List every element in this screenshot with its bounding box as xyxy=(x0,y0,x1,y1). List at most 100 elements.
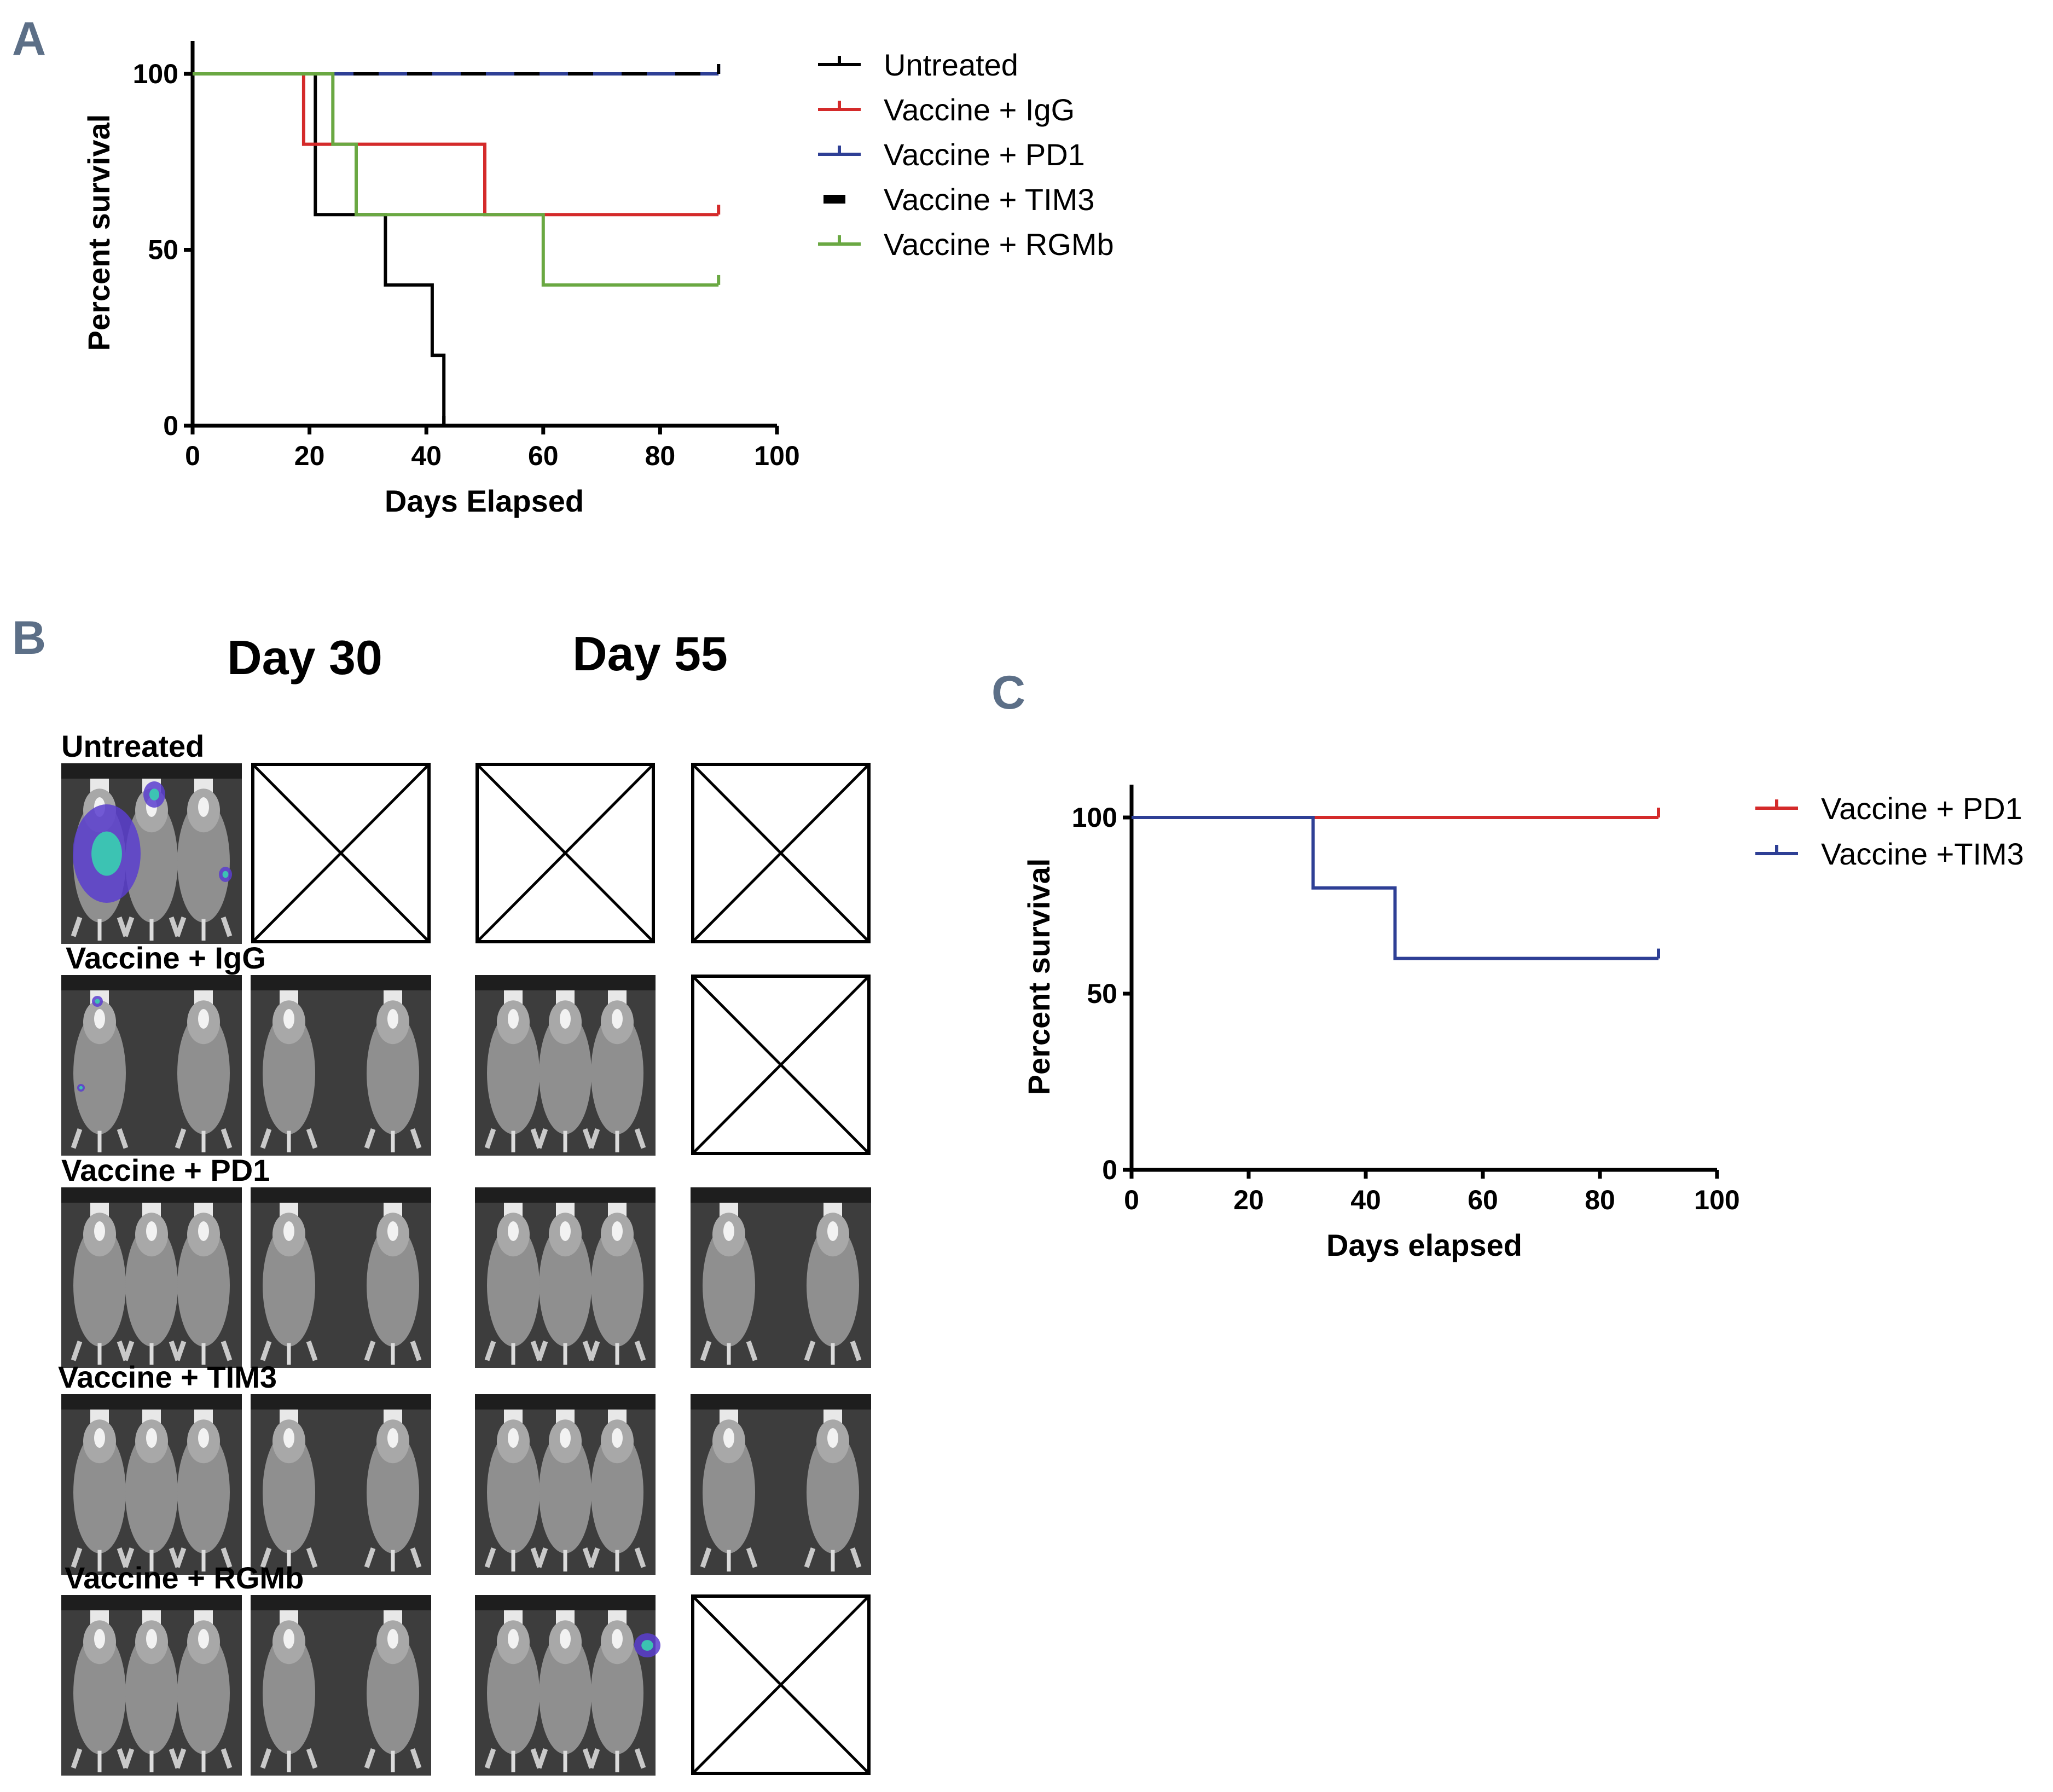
mouse-hind-leg xyxy=(588,1128,600,1149)
chart-c-series-vaccine-tim3 xyxy=(1132,816,1658,960)
mouse-hind-leg xyxy=(634,1748,646,1769)
chart-c-xlabel: Days elapsed xyxy=(1326,1228,1522,1262)
mouse-snout-highlight xyxy=(387,1629,398,1649)
imaging-stage-edge xyxy=(251,975,431,990)
mouse-body xyxy=(73,1012,126,1134)
mouse-hind-leg xyxy=(536,1748,548,1769)
panel-letter-b: B xyxy=(12,612,46,664)
mouse-snout-highlight xyxy=(508,1629,519,1649)
chart-c-x-tick-label: 60 xyxy=(1468,1185,1498,1215)
chart-a-series-vaccine-igg xyxy=(193,72,719,217)
mouse-hind-leg xyxy=(260,1128,272,1149)
chart-c-plot-area: 0 20 40 60 80 100 0 50 100 xyxy=(1072,785,1740,1215)
mouse-hind-leg xyxy=(175,1341,187,1361)
mouse-snout-highlight xyxy=(723,1428,734,1448)
chart-a-legend: Untreated Vaccine + IgG Vaccine + PD1 Vacci… xyxy=(818,48,1114,262)
mouse-hind-leg xyxy=(364,1748,376,1769)
mouse-hind-leg xyxy=(306,1341,318,1361)
chart-a-y-tick-label: 50 xyxy=(148,235,178,265)
mouse-hind-leg xyxy=(260,1547,272,1568)
mouse-hind-leg xyxy=(746,1547,758,1568)
imaging-stage-edge xyxy=(251,1394,431,1410)
imaging-stage-edge xyxy=(475,1394,656,1410)
mouse-body xyxy=(73,1632,126,1754)
chart-c-survival: 0 20 40 60 80 100 0 50 100 Days elapsed Percent … xyxy=(1022,785,2024,1262)
mouse-body xyxy=(177,1632,230,1754)
mouse-hind-leg xyxy=(484,1128,496,1149)
chart-c-x-tick-label: 0 xyxy=(1124,1185,1139,1215)
mouse-hind-leg xyxy=(175,1547,187,1568)
mouse-body xyxy=(487,1012,540,1134)
mouse-body xyxy=(263,1431,315,1553)
imaging-stage-edge xyxy=(251,1187,431,1203)
mouse-hind-leg xyxy=(175,1748,187,1769)
mouse-hind-leg xyxy=(123,917,135,937)
mouse-hind-leg xyxy=(484,1547,496,1568)
tile-bioluminescence-image xyxy=(251,1187,431,1368)
mouse-body xyxy=(125,1632,178,1754)
mouse-snout-highlight xyxy=(827,1428,838,1448)
mouse-hind-leg xyxy=(484,1748,496,1769)
chart-c-legend-label: Vaccine +TIM3 xyxy=(1821,837,2024,871)
imaging-stage-edge xyxy=(61,763,242,779)
mouse-body xyxy=(177,1224,230,1347)
chart-a-survival: 0 20 40 60 80 100 0 50 100 Days Elapsed Percent … xyxy=(82,41,1114,518)
chart-c-legend: Vaccine + PD1 Vaccine +TIM3 xyxy=(1755,791,2024,871)
mouse-hind-leg xyxy=(804,1547,816,1568)
mouse-hind-leg xyxy=(221,917,233,937)
mouse-hind-leg xyxy=(260,1341,272,1361)
mouse-snout-highlight xyxy=(508,1428,519,1448)
bioluminescence-signal-core xyxy=(91,831,122,876)
mouse-body xyxy=(125,800,178,923)
mouse-hind-leg xyxy=(364,1547,376,1568)
chart-a-legend-label: Vaccine + IgG xyxy=(884,92,1075,127)
chart-c-legend-label: Vaccine + PD1 xyxy=(1821,791,2022,826)
mouse-body xyxy=(487,1224,540,1347)
mouse-hind-leg xyxy=(410,1128,422,1149)
cross-line xyxy=(252,763,430,943)
mouse-body xyxy=(177,1012,230,1134)
mouse-snout-highlight xyxy=(198,1221,209,1241)
mouse-body xyxy=(487,1632,540,1754)
mouse-body xyxy=(367,1012,419,1134)
imaging-stage-edge xyxy=(61,1595,242,1610)
mouse-hind-leg xyxy=(850,1547,862,1568)
tile-no-survivors xyxy=(475,763,655,943)
panel-letter-a: A xyxy=(12,13,46,65)
mouse-hind-leg xyxy=(221,1341,233,1361)
mouse-body xyxy=(807,1224,859,1347)
tile-bioluminescence-image xyxy=(691,1394,871,1575)
row-label: Vaccine + PD1 xyxy=(61,1153,270,1187)
chart-a-x-tick-label: 0 xyxy=(185,440,200,471)
mouse-hind-leg xyxy=(588,1547,600,1568)
mouse-hind-leg xyxy=(123,1547,135,1568)
mouse-hind-leg xyxy=(850,1341,862,1361)
mouse-hind-leg xyxy=(221,1748,233,1769)
chart-c-x-tick-label: 40 xyxy=(1350,1185,1381,1215)
mouse-snout-highlight xyxy=(94,1009,105,1029)
chart-a-x-tick-label: 60 xyxy=(528,440,559,471)
mouse-snout-highlight xyxy=(94,1221,105,1241)
mouse-body xyxy=(263,1632,315,1754)
mouse-snout-highlight xyxy=(198,797,209,817)
mouse-hind-leg xyxy=(536,1341,548,1361)
mouse-snout-highlight xyxy=(560,1221,571,1241)
chart-a-x-tick-label: 80 xyxy=(645,440,676,471)
panel-letter-c: C xyxy=(991,666,1025,719)
tile-bioluminescence-image xyxy=(475,975,656,1156)
mouse-snout-highlight xyxy=(387,1009,398,1029)
mouse-snout-highlight xyxy=(198,1428,209,1448)
imaging-stage-edge xyxy=(61,1187,242,1203)
mouse-hind-leg xyxy=(221,1128,233,1149)
bioluminescence-signal-core xyxy=(79,1086,83,1090)
mouse-snout-highlight xyxy=(508,1221,519,1241)
mouse-snout-highlight xyxy=(146,1629,157,1649)
imaging-stage-edge xyxy=(61,1394,242,1410)
mouse-body xyxy=(367,1431,419,1553)
chart-c-y-tick-label: 50 xyxy=(1087,978,1117,1009)
mouse-snout-highlight xyxy=(612,1629,623,1649)
mouse-hind-leg xyxy=(71,1547,83,1568)
tile-bioluminescence-image xyxy=(61,975,242,1156)
mouse-snout-highlight xyxy=(612,1428,623,1448)
